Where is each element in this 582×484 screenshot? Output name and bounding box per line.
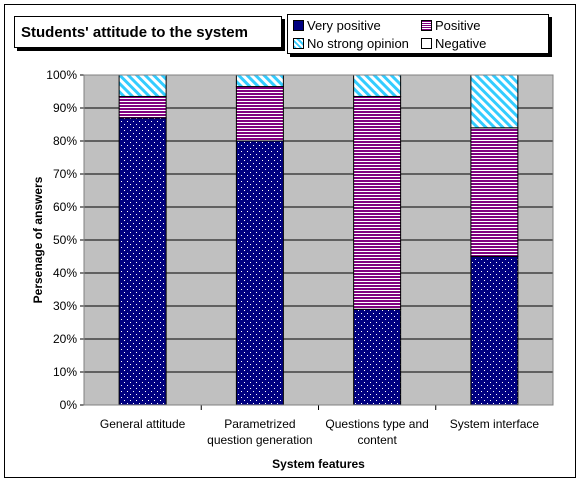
legend-item-no-strong-opinion: No strong opinion: [293, 36, 409, 51]
y-tick-label: 60%: [53, 200, 77, 214]
chart-legend: Very positive Positive No strong opinion…: [287, 14, 549, 54]
x-category-label: General attitude: [100, 417, 186, 431]
bar-segment-no-strong-opinion: [470, 74, 519, 129]
y-tick-label: 90%: [53, 101, 77, 115]
bar-segment-very-positive: [353, 308, 402, 406]
bar-segment-very-positive: [470, 256, 519, 406]
legend-label-no-strong-opinion: No strong opinion: [307, 36, 409, 51]
plot-border: [83, 74, 554, 406]
y-tick-label: 40%: [53, 266, 77, 280]
legend-swatch-no-strong-opinion: [293, 38, 304, 49]
legend-label-negative: Negative: [435, 36, 487, 51]
bar-segment-positive: [353, 95, 402, 310]
bar-segment-positive: [235, 86, 284, 142]
bar-segment-no-strong-opinion: [118, 74, 167, 97]
legend-swatch-negative: [421, 38, 432, 49]
bar-segment-no-strong-opinion: [353, 74, 402, 97]
x-category-label: Questions type and content: [325, 417, 428, 447]
legend-label-positive: Positive: [435, 18, 481, 33]
bar-segment-very-positive: [118, 117, 167, 406]
y-tick-label: 100%: [46, 68, 77, 82]
legend-item-negative: Negative: [421, 36, 486, 51]
x-category-label: Parametrized question generation: [207, 417, 312, 447]
x-category-label: System interface: [450, 417, 540, 431]
plot-area: 0% 10% 20% 30% 40% 50% 60% 70% 80% 90% 100% General…: [31, 68, 554, 471]
y-tick-label: 30%: [53, 299, 77, 313]
legend-item-positive: Positive: [421, 18, 481, 33]
legend-label-very-positive: Very positive: [307, 18, 381, 33]
y-tick-label: 0%: [60, 398, 78, 412]
legend-swatch-positive: [421, 20, 432, 31]
chart-title-box: Students' attitude to the system: [14, 16, 282, 48]
y-tick-label: 20%: [53, 332, 77, 346]
y-tick-label: 80%: [53, 134, 77, 148]
legend-item-very-positive: Very positive: [293, 18, 381, 33]
y-tick-label: 10%: [53, 365, 77, 379]
x-axis-title: System features: [272, 457, 365, 471]
chart-title: Students' attitude to the system: [21, 23, 248, 41]
y-axis-title: Persenage of answers: [31, 176, 45, 303]
y-tick-label: 50%: [53, 233, 77, 247]
bar-segment-very-positive: [235, 140, 284, 406]
bar-segment-no-strong-opinion: [235, 74, 284, 88]
bar-segment-positive: [470, 127, 519, 257]
y-tick-label: 70%: [53, 167, 77, 181]
legend-swatch-very-positive: [293, 20, 304, 31]
bar-segment-positive: [118, 95, 167, 119]
